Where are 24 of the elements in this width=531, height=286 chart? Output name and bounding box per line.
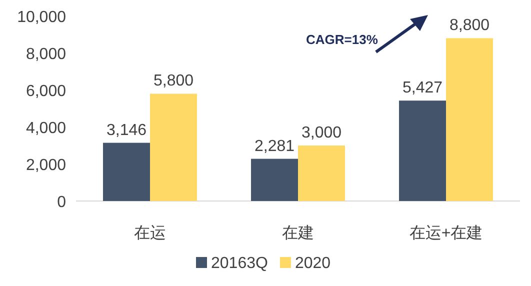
annotation: CAGR=13%: [306, 32, 378, 47]
y-tick-label: 4,000: [26, 120, 66, 137]
y-tick-label: 10,000: [17, 9, 66, 26]
bar: [150, 94, 197, 201]
bar: [446, 38, 493, 201]
y-tick-label: 8,000: [26, 46, 66, 63]
x-tick-label: 在建: [282, 224, 314, 242]
data-label: 8,800: [449, 17, 490, 34]
legend-label: 2020: [294, 255, 331, 272]
bar: [298, 146, 345, 201]
data-label: 5,427: [402, 80, 443, 97]
data-label: 5,800: [153, 72, 194, 90]
bar: [399, 100, 446, 201]
bar: [103, 142, 150, 201]
x-tick-label: 在运: [134, 224, 166, 242]
y-tick-label: 0: [57, 194, 66, 211]
y-tick-label: 2,000: [26, 157, 66, 174]
data-label: 3,146: [106, 122, 147, 139]
bar: [251, 158, 298, 201]
legend-label: 20163Q: [211, 255, 268, 272]
data-label: 3,000: [301, 124, 342, 142]
data-label: 2,281: [254, 138, 295, 155]
x-tick-label: 在运+在建: [409, 224, 483, 242]
y-tick-label: 6,000: [26, 83, 66, 100]
